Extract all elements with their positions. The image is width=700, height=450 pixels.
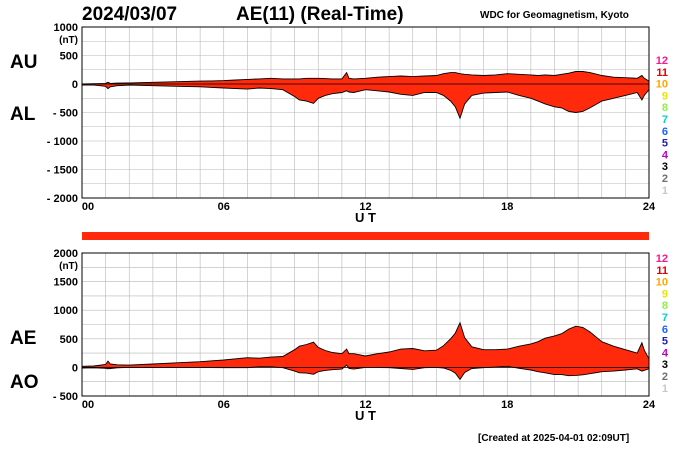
station-count-label: 11 <box>656 265 668 277</box>
station-count-label: 4 <box>662 347 669 359</box>
station-count-label: 1 <box>662 185 668 197</box>
ae-label: AE <box>10 328 37 349</box>
y-tick-label: - 1500 <box>47 165 78 177</box>
station-count-label: 6 <box>662 324 668 336</box>
x-tick-label: 18 <box>501 399 513 411</box>
y-tick-label: - 500 <box>53 391 78 403</box>
station-count-label: 2 <box>662 371 668 383</box>
au-al-panel: 1000 500 0 - 500 - 1000 - 1500 - 2000 (nT) 00 06 1… <box>47 22 656 225</box>
station-count-label: 8 <box>662 300 668 312</box>
al-label: AL <box>10 104 36 125</box>
x-tick-label: 24 <box>643 201 656 213</box>
x-tick-label: 00 <box>82 201 94 213</box>
station-count-label: 11 <box>656 67 668 79</box>
station-count-label: 8 <box>662 102 668 114</box>
x-tick-label: 00 <box>82 399 94 411</box>
station-count-label: 2 <box>662 173 668 185</box>
plot-frame <box>81 26 650 199</box>
station-count-label: 6 <box>662 126 668 138</box>
station-count-label: 3 <box>662 161 668 173</box>
station-count-label: 9 <box>662 90 668 102</box>
index-title: AE(11) (Real-Time) <box>236 4 404 25</box>
station-count-label: 12 <box>656 253 668 265</box>
x-tick-label: 06 <box>218 201 230 213</box>
station-count-label: 12 <box>656 55 668 67</box>
station-count-label: 9 <box>662 288 668 300</box>
y-tick-label: 500 <box>60 334 78 346</box>
x-axis-label: U T <box>355 408 376 423</box>
au-label: AU <box>10 52 38 73</box>
x-tick-label: 18 <box>501 201 513 213</box>
p1-area-fill <box>82 71 649 119</box>
p2-area-fill <box>82 322 649 380</box>
station-count-label: 4 <box>662 149 669 161</box>
x-axis-label: U T <box>355 210 376 225</box>
plot-frame <box>81 252 650 397</box>
y-tick-label: 1000 <box>54 305 78 317</box>
created-timestamp: [Created at 2025-04-01 02:09UT] <box>478 433 630 444</box>
data-coverage-bar <box>82 232 649 240</box>
au-series-line <box>81 71 650 85</box>
y-tick-label: 1000 <box>54 22 78 34</box>
station-count-label: 1 <box>662 383 668 395</box>
y-tick-label: 2000 <box>54 248 78 260</box>
x-tick-label: 06 <box>218 399 230 411</box>
y-unit-label: (nT) <box>59 261 78 272</box>
station-count-label: 10 <box>656 277 668 289</box>
station-count-label: 5 <box>662 138 668 150</box>
y-tick-label: - 500 <box>53 108 78 120</box>
x-tick-label: 24 <box>643 399 656 411</box>
y-unit-label: (nT) <box>59 35 78 46</box>
ae-ao-panel: 2000 1500 1000 500 0 - 500 (nT) 00 06 12 18 24 U T <box>53 248 656 423</box>
x-tick-label: 12 <box>359 399 371 411</box>
y-tick-label: 1500 <box>54 277 78 289</box>
data-source: WDC for Geomagnetism, Kyoto <box>480 10 629 21</box>
y-tick-label: 0 <box>72 362 78 374</box>
station-count-label: 7 <box>662 114 668 126</box>
station-count-label: 10 <box>656 79 668 91</box>
station-count-label: 7 <box>662 312 668 324</box>
y-tick-label: - 2000 <box>47 193 78 205</box>
date-title: 2024/03/07 <box>82 4 178 25</box>
ao-label: AO <box>10 372 39 393</box>
al-series-line <box>82 84 650 120</box>
ae-series-line <box>81 321 650 367</box>
station-count-label: 3 <box>662 359 668 371</box>
y-tick-label: 0 <box>72 79 78 91</box>
y-tick-label: 500 <box>60 51 78 63</box>
x-tick-label: 12 <box>359 201 371 213</box>
station-count-label: 5 <box>662 336 668 348</box>
y-tick-label: - 1000 <box>47 136 78 148</box>
